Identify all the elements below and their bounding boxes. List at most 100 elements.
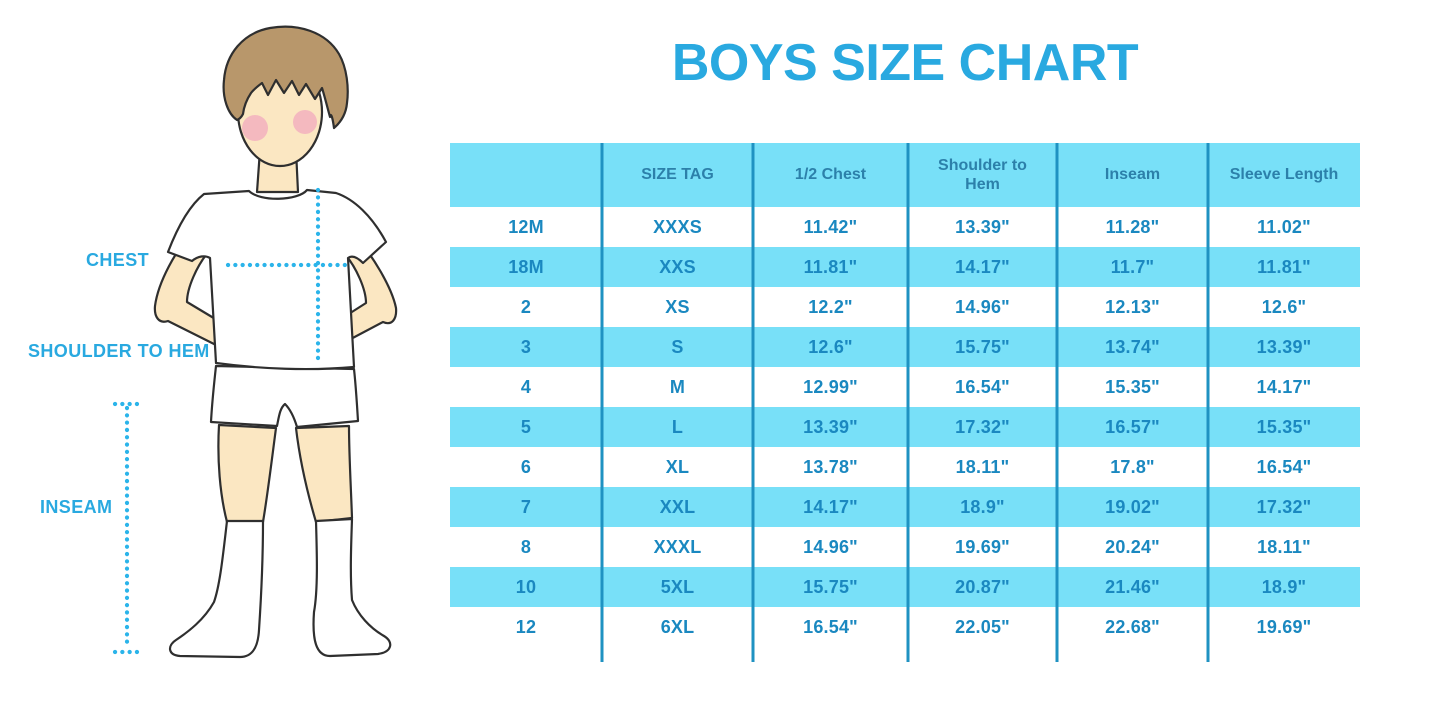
- table-cell: 6: [520, 456, 532, 477]
- table-cell: 20.24": [1105, 536, 1160, 557]
- table-cell: 12.6": [1261, 296, 1307, 317]
- table-row: 7 XXL 14.17" 18.9" 19.02" 17.32": [450, 487, 1360, 527]
- table-cell: 14.17": [803, 496, 858, 517]
- table-cell: 18.11": [1257, 536, 1311, 557]
- chest-label: CHEST: [86, 250, 150, 270]
- table-row: 3 S 12.6" 15.75" 13.74" 13.39": [450, 327, 1360, 367]
- table-cell: 14.96": [955, 296, 1010, 317]
- t-shirt: [166, 188, 388, 371]
- page-title: BOYS SIZE CHART: [671, 34, 1139, 92]
- table-cell: 15.35": [1105, 376, 1160, 397]
- table-cell: 13.39": [955, 216, 1010, 237]
- table-cell: 4: [520, 376, 532, 397]
- header-cell: Inseam: [1104, 166, 1161, 184]
- table-cell: 10: [515, 576, 537, 597]
- table-cell: 11.81": [1257, 256, 1311, 277]
- table-cell: XXXS: [653, 216, 702, 237]
- header-cell: SIZE TAG: [641, 166, 714, 184]
- table-cell: 12.6": [808, 336, 853, 357]
- table-cell: 3: [520, 336, 532, 357]
- table-cell: L: [671, 416, 684, 437]
- table-cell: 12M: [508, 216, 544, 237]
- table-cell: 15.75": [955, 336, 1010, 357]
- table-cell: 13.39": [1256, 336, 1312, 357]
- table-cell: 6XL: [660, 616, 695, 637]
- table-cell: 11.02": [1257, 216, 1311, 237]
- table-cell: 21.46": [1105, 576, 1160, 597]
- left-sock: [169, 519, 265, 659]
- table-cell: 20.87": [955, 576, 1010, 597]
- table-cell: 7: [520, 496, 532, 517]
- table-cell: 5: [520, 416, 532, 437]
- table-cell: 18M: [508, 256, 544, 277]
- table-cell: 11.81": [803, 256, 858, 277]
- table-cell: XXXL: [653, 536, 702, 557]
- table-cell: 19.69": [955, 536, 1010, 557]
- table-cell: 12: [515, 616, 537, 637]
- size-table: SIZE TAG 1/2 Chest Shoulder to Hem Inseam Sl…: [450, 143, 1360, 647]
- table-cell: 18.9": [1261, 576, 1307, 597]
- table-cell: XXS: [659, 256, 696, 277]
- shoulder-to-hem-label: SHOULDER TO HEM: [28, 341, 210, 361]
- table-cell: 18.11": [955, 456, 1010, 477]
- table-cell: 14.96": [803, 536, 858, 557]
- table-row: 2 XS 12.2" 14.96" 12.13" 12.6": [450, 287, 1360, 327]
- table-cell: 5XL: [660, 576, 695, 597]
- table-cell: 16.54": [1256, 456, 1312, 477]
- table-cell: 11.42": [803, 216, 858, 237]
- table-cell: 19.02": [1105, 496, 1160, 517]
- table-cell: 8: [520, 536, 532, 557]
- table-cell: 11.7": [1110, 256, 1155, 277]
- header-cell: 1/2 Chest: [794, 166, 867, 184]
- table-cell: 22.68": [1105, 616, 1160, 637]
- header-cell: [450, 143, 602, 207]
- right-leg: [294, 424, 354, 524]
- table-cell: 17.32": [1256, 496, 1312, 517]
- table-cell: 15.75": [803, 576, 858, 597]
- hair: [222, 25, 349, 130]
- table-cell: 12.2": [808, 296, 853, 317]
- table-cell: 12.13": [1105, 296, 1160, 317]
- table-cell: 22.05": [955, 616, 1010, 637]
- shorts: [209, 364, 360, 429]
- table-cell: 14.17": [955, 256, 1010, 277]
- right-sock: [312, 517, 392, 658]
- table-cell: 15.35": [1256, 416, 1312, 437]
- measurement-figure: CHEST SHOULDER TO HEM INSEAM: [0, 0, 450, 723]
- table-cell: 18.9": [960, 496, 1005, 517]
- table-row: 5 L 13.39" 17.32" 16.57" 15.35": [450, 407, 1360, 447]
- table-cell: S: [671, 336, 684, 357]
- table-cell: 14.17": [1256, 376, 1312, 397]
- table-cell: XXL: [659, 496, 696, 517]
- table-row: 8 XXXL 14.96" 19.69" 20.24" 18.11": [450, 527, 1360, 567]
- table-cell: 17.8": [1110, 456, 1155, 477]
- table-cell: 2: [520, 296, 532, 317]
- table-cell: XL: [665, 456, 690, 477]
- left-cheek: [242, 115, 268, 141]
- table-row: 12M XXXS 11.42" 13.39" 11.28" 11.02": [450, 207, 1360, 247]
- table-cell: 16.54": [955, 376, 1010, 397]
- table-cell: 16.54": [803, 616, 858, 637]
- table-row: 18M XXS 11.81" 14.17" 11.7" 11.81": [450, 247, 1360, 287]
- left-leg: [217, 423, 278, 524]
- table-cell: 11.28": [1105, 216, 1160, 237]
- header-cell: Sleeve Length: [1229, 166, 1339, 184]
- table-cell: 13.74": [1105, 336, 1160, 357]
- table-header-row: SIZE TAG 1/2 Chest Shoulder to Hem Inseam Sl…: [450, 143, 1360, 207]
- table-row: 12 6XL 16.54" 22.05" 22.68" 19.69": [450, 607, 1360, 647]
- table-row: 6 XL 13.78" 18.11" 17.8" 16.54": [450, 447, 1360, 487]
- header-cell: Shoulder to Hem: [938, 156, 1027, 193]
- table-row: 4 M 12.99" 16.54" 15.35" 14.17": [450, 367, 1360, 407]
- table-cell: 19.69": [1256, 616, 1312, 637]
- table-row: 10 5XL 15.75" 20.87" 21.46" 18.9": [450, 567, 1360, 607]
- table-cell: 17.32": [955, 416, 1010, 437]
- right-cheek: [293, 110, 317, 134]
- table-cell: M: [669, 376, 686, 397]
- table-cell: XS: [665, 296, 690, 317]
- table-cell: 13.39": [803, 416, 858, 437]
- boy-illustration: [112, 25, 398, 659]
- table-cell: 12.99": [803, 376, 858, 397]
- table-cell: 16.57": [1105, 416, 1160, 437]
- table-cell: 13.78": [803, 456, 858, 477]
